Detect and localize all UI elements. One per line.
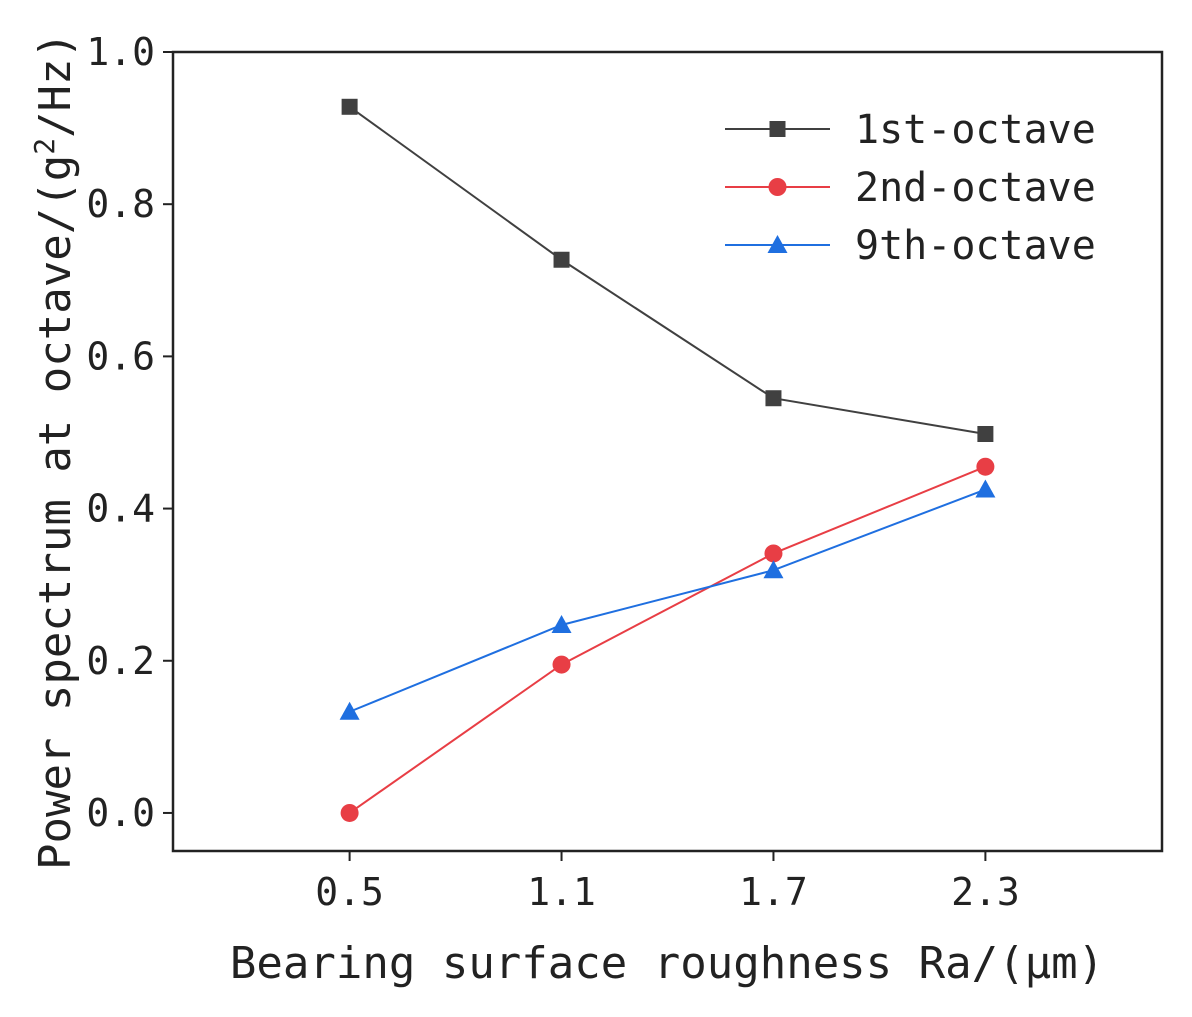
data-point bbox=[341, 98, 358, 115]
data-point bbox=[551, 614, 572, 633]
legend: 1st-octave 2nd-octave 9th-octave bbox=[725, 107, 1096, 269]
legend-item: 2nd-octave bbox=[725, 165, 1096, 211]
legend-label: 1st-octave bbox=[855, 107, 1096, 153]
data-point bbox=[339, 701, 360, 720]
x-tick-label: 1.7 bbox=[739, 870, 808, 914]
data-point bbox=[976, 457, 995, 476]
y-tick-label: 0.6 bbox=[86, 334, 155, 378]
y-axis-label-suffix: /Hz) bbox=[30, 32, 81, 138]
data-point bbox=[764, 544, 783, 563]
data-point bbox=[763, 560, 784, 579]
y-tick-label: 0.2 bbox=[86, 639, 155, 683]
series-line bbox=[349, 465, 986, 814]
series-layer bbox=[339, 98, 996, 822]
plot-area: 0.0 0.2 0.4 0.6 0.8 1.0 0.5 1.1 1.7 2.3 bbox=[86, 30, 1164, 914]
x-axis-ticks: 0.5 1.1 1.7 2.3 bbox=[315, 851, 1020, 914]
y-tick-label: 1.0 bbox=[86, 30, 155, 74]
data-point bbox=[340, 803, 359, 822]
legend-label: 2nd-octave bbox=[855, 165, 1096, 211]
y-axis-label-sup: 2 bbox=[28, 138, 61, 155]
legend-label: 9th-octave bbox=[855, 223, 1096, 269]
series-1st-octave bbox=[341, 98, 994, 442]
series-2nd-octave bbox=[340, 457, 995, 822]
data-point bbox=[553, 251, 570, 268]
y-axis-label-prefix: Power spectrum at octave/(g bbox=[30, 155, 81, 870]
series-line bbox=[349, 105, 986, 435]
data-point bbox=[552, 655, 571, 674]
x-tick-label: 2.3 bbox=[951, 870, 1020, 914]
y-tick-label: 0.4 bbox=[86, 487, 155, 531]
y-axis-label: Power spectrum at octave/(g2/Hz) bbox=[28, 32, 81, 870]
series-line bbox=[349, 488, 986, 713]
x-tick-label: 0.5 bbox=[315, 870, 384, 914]
y-axis-ticks: 0.0 0.2 0.4 0.6 0.8 1.0 bbox=[86, 30, 173, 835]
data-point bbox=[975, 479, 996, 498]
plot-frame bbox=[171, 50, 1164, 853]
legend-marker bbox=[769, 121, 786, 137]
y-tick-label: 0.8 bbox=[86, 182, 155, 226]
data-point bbox=[977, 425, 994, 442]
legend-item: 1st-octave bbox=[725, 107, 1096, 153]
series-9th-octave bbox=[339, 479, 996, 720]
y-tick-label: 0.0 bbox=[86, 791, 155, 835]
legend-item: 9th-octave bbox=[725, 223, 1096, 269]
x-tick-label: 1.1 bbox=[527, 870, 596, 914]
legend-marker bbox=[768, 178, 787, 196]
legend-marker bbox=[767, 235, 788, 253]
data-point bbox=[765, 390, 782, 407]
x-axis-label: Bearing surface roughness Ra/(μm) bbox=[230, 938, 1104, 989]
